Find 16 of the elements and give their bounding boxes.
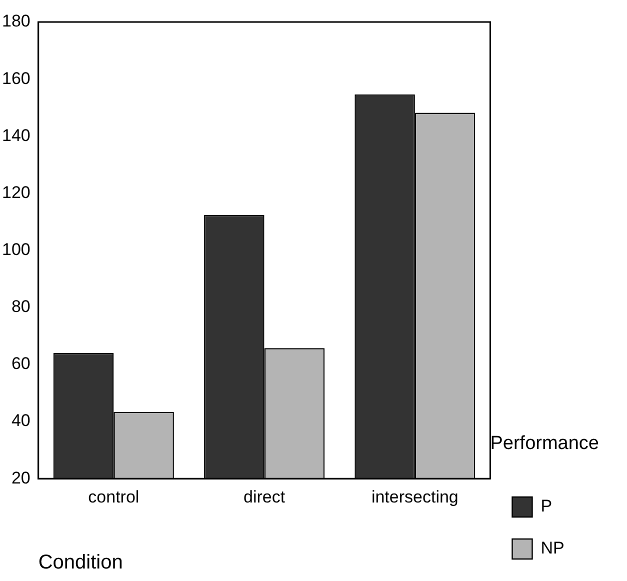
y-tick-label: 120 [2, 182, 30, 202]
x-axis-title: Condition [38, 552, 123, 574]
x-tick-label: direct [244, 487, 286, 506]
y-tick-label: 180 [2, 12, 30, 31]
y-tick-label: 100 [2, 240, 30, 259]
y-tick-label: 80 [11, 297, 30, 316]
x-tick-label: control [88, 487, 140, 506]
legend-label: P [540, 496, 552, 516]
y-tick-label: 140 [2, 126, 30, 145]
y-tick-label: 20 [11, 468, 30, 488]
y-tick-label: 60 [11, 354, 30, 374]
y-tick-label: 160 [2, 68, 30, 88]
y-tick-label: 40 [11, 411, 30, 430]
x-tick-label: intersecting [371, 487, 458, 506]
legend-label: NP [540, 538, 564, 558]
legend-title: Performance [490, 432, 600, 454]
